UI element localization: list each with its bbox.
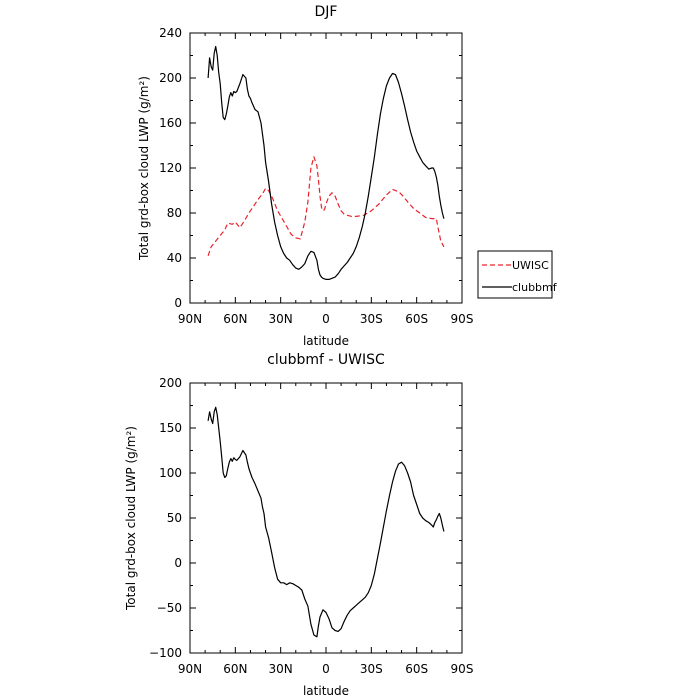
chart-bottom: clubbmf - UWISC −100 −50 0 50 100 150 200 90N 6…: [124, 352, 473, 698]
x-axis: 90N 60N 30N 0 30S 60S 90S: [178, 33, 474, 326]
y-axis: 0 40 80 120 160 200 240: [159, 26, 462, 310]
series-line-uwisc: [207, 156, 445, 256]
x-axis: 90N 60N 30N 0 30S 60S 90S: [178, 383, 474, 676]
y-tick-label: 50: [167, 511, 182, 525]
legend-label-clubbmf: clubbmf: [512, 281, 558, 294]
x-tick-label: 90S: [451, 662, 474, 676]
chart-title: clubbmf - UWISC: [267, 352, 385, 368]
series-line-difference: [207, 406, 445, 638]
x-tick-label: 90N: [178, 312, 202, 326]
series-group: [207, 45, 445, 280]
y-tick-label: −50: [157, 601, 182, 615]
x-tick-label: 30S: [360, 312, 383, 326]
x-tick-label: 90N: [178, 662, 202, 676]
y-tick-label: 100: [159, 466, 182, 480]
y-tick-label: 200: [159, 376, 182, 390]
y-tick-label: 0: [174, 296, 182, 310]
x-axis-label: latitude: [303, 334, 349, 348]
y-axis: −100 −50 0 50 100 150 200: [149, 376, 462, 660]
legend-box: [477, 250, 553, 299]
y-tick-label: 120: [159, 161, 182, 175]
y-tick-label: 0: [174, 556, 182, 570]
legend: UWISC clubbmf: [477, 250, 558, 299]
y-tick-label: −100: [149, 646, 182, 660]
y-tick-label: 160: [159, 116, 182, 130]
x-tick-label: 0: [322, 662, 330, 676]
x-tick-label: 60S: [405, 312, 428, 326]
x-tick-label: 90S: [451, 312, 474, 326]
series-group: [207, 406, 445, 638]
x-tick-label: 0: [322, 312, 330, 326]
x-tick-label: 30N: [269, 312, 293, 326]
y-tick-label: 200: [159, 71, 182, 85]
y-axis-label: Total grd-box cloud LWP (g/m²): [137, 76, 151, 261]
x-tick-label: 60S: [405, 662, 428, 676]
x-tick-label: 30N: [269, 662, 293, 676]
x-axis-label: latitude: [303, 684, 349, 698]
y-tick-label: 80: [167, 206, 182, 220]
x-tick-label: 60N: [223, 662, 247, 676]
x-tick-label: 60N: [223, 312, 247, 326]
plot-frame: [189, 32, 463, 304]
x-tick-label: 30S: [360, 662, 383, 676]
y-axis-label: Total grd-box cloud LWP (g/m²): [124, 426, 138, 611]
y-tick-label: 40: [167, 251, 182, 265]
legend-label-uwisc: UWISC: [512, 259, 549, 272]
series-line-clubbmf: [207, 45, 445, 280]
y-tick-label: 150: [159, 421, 182, 435]
chart-title: DJF: [315, 4, 338, 20]
y-tick-label: 240: [159, 26, 182, 40]
